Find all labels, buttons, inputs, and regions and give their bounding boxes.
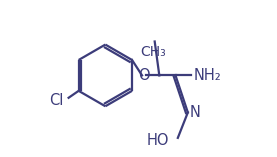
Text: CH₃: CH₃: [140, 45, 166, 59]
Text: NH₂: NH₂: [193, 68, 221, 83]
Text: Cl: Cl: [50, 93, 64, 108]
Text: N: N: [190, 105, 201, 120]
Text: HO: HO: [147, 133, 169, 148]
Text: O: O: [138, 68, 150, 83]
